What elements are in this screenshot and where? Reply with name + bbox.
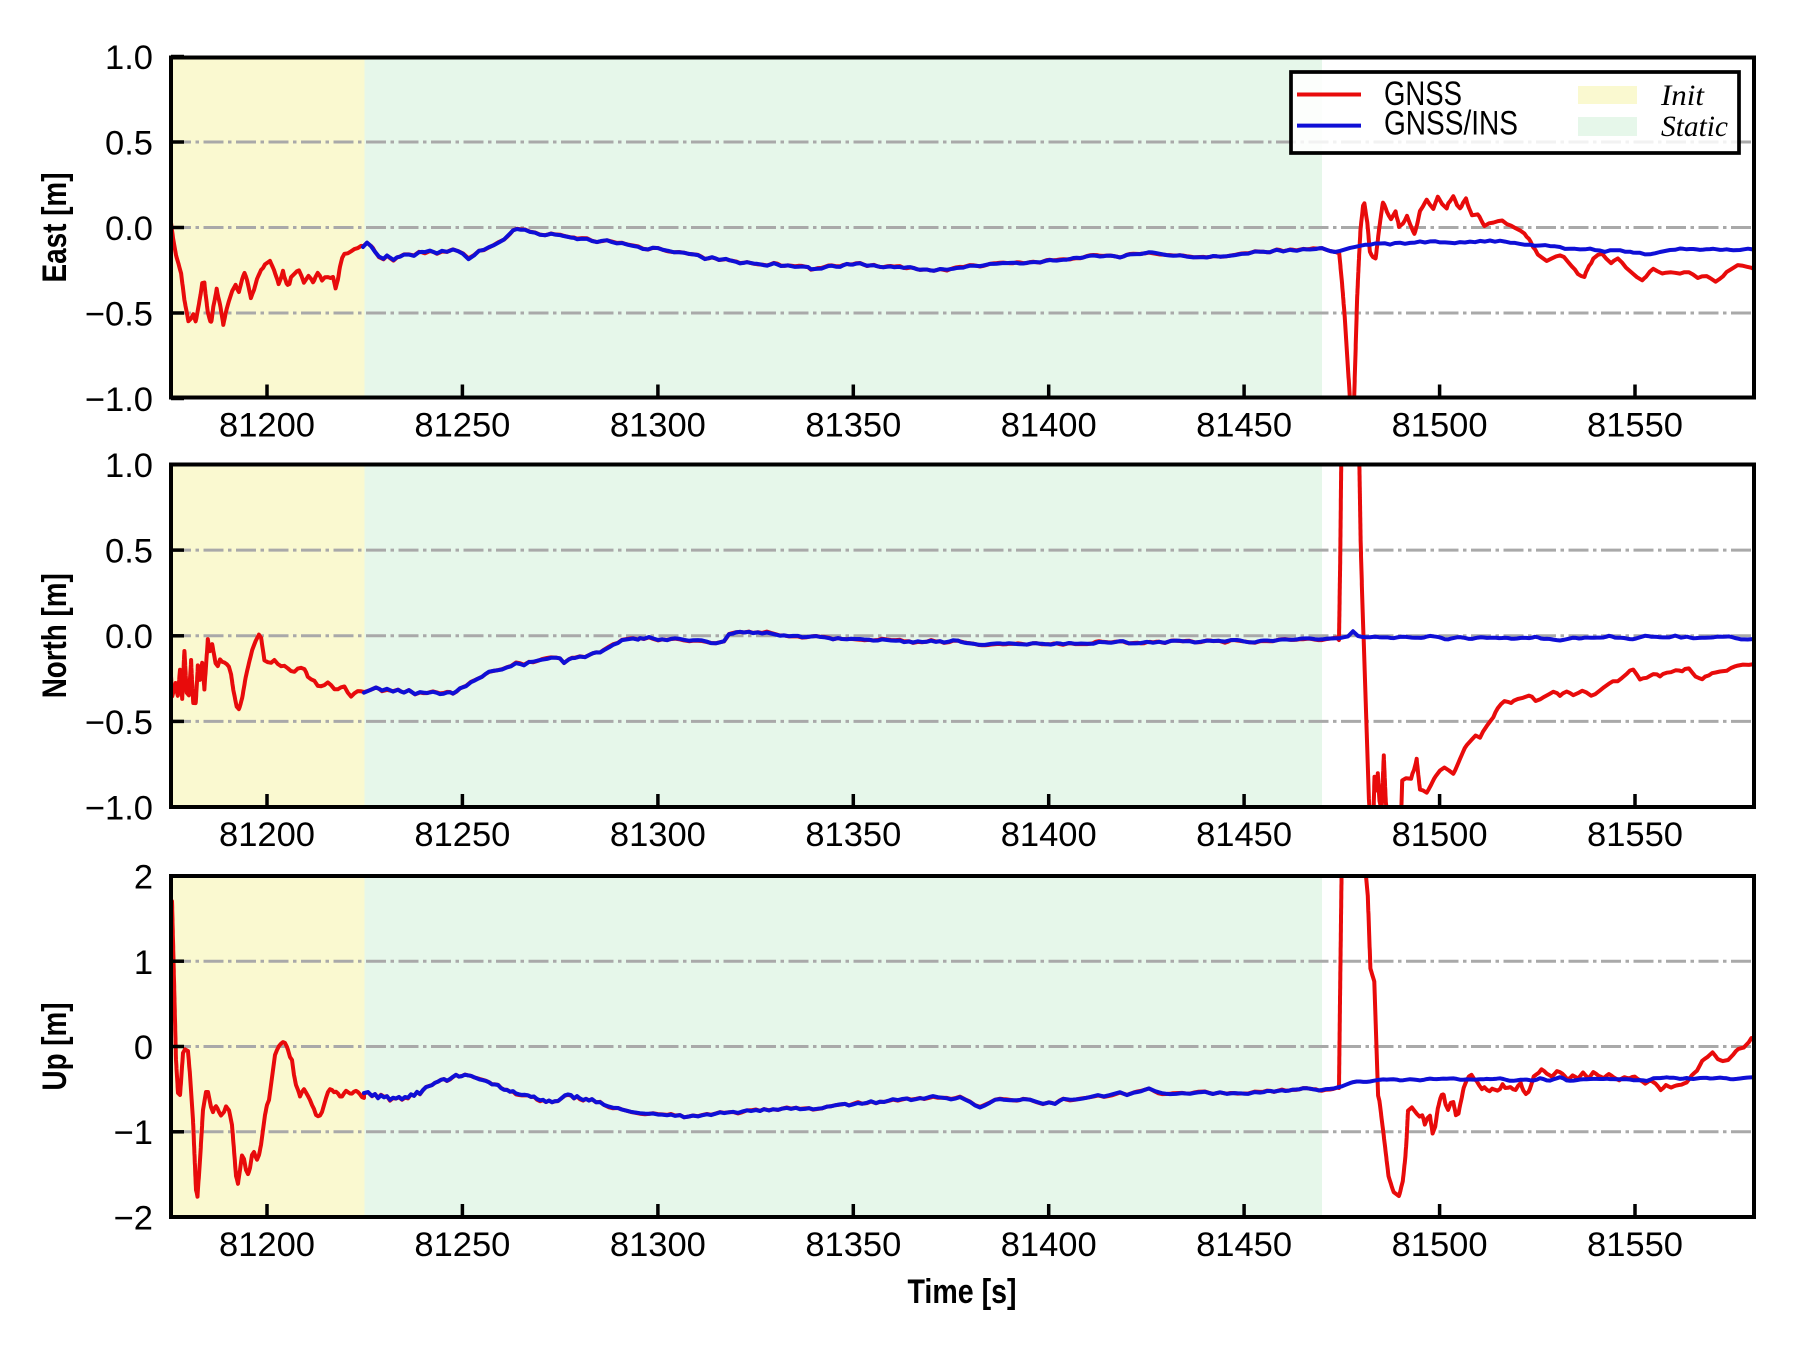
svg-text:81200: 81200 <box>219 1226 315 1264</box>
svg-text:−1.0: −1.0 <box>85 790 153 828</box>
svg-text:81250: 81250 <box>414 816 510 854</box>
svg-text:−0.5: −0.5 <box>85 704 153 742</box>
svg-text:81250: 81250 <box>414 407 510 445</box>
svg-text:1: 1 <box>134 944 153 982</box>
svg-text:81250: 81250 <box>414 1226 510 1264</box>
svg-text:81300: 81300 <box>610 407 706 445</box>
svg-text:0: 0 <box>134 1029 153 1067</box>
svg-text:−0.5: −0.5 <box>85 296 153 334</box>
svg-text:81450: 81450 <box>1196 816 1292 854</box>
svg-text:0.5: 0.5 <box>105 125 153 163</box>
svg-text:81350: 81350 <box>805 816 901 854</box>
svg-text:−1: −1 <box>114 1114 153 1152</box>
svg-text:81500: 81500 <box>1392 816 1488 854</box>
svg-text:Static: Static <box>1661 110 1728 143</box>
svg-text:GNSS/INS: GNSS/INS <box>1384 105 1518 143</box>
svg-text:81350: 81350 <box>805 407 901 445</box>
svg-text:81550: 81550 <box>1587 407 1683 445</box>
svg-text:−1.0: −1.0 <box>85 381 153 419</box>
svg-text:81500: 81500 <box>1392 1226 1488 1264</box>
svg-text:East [m]: East [m] <box>36 173 74 283</box>
svg-text:0.0: 0.0 <box>105 618 153 656</box>
svg-text:81400: 81400 <box>1001 407 1097 445</box>
svg-text:Up [m]: Up [m] <box>36 1003 74 1091</box>
svg-text:North [m]: North [m] <box>36 573 74 698</box>
svg-text:Init: Init <box>1660 79 1705 112</box>
svg-text:0.0: 0.0 <box>105 210 153 248</box>
svg-text:81450: 81450 <box>1196 1226 1292 1264</box>
svg-text:81200: 81200 <box>219 407 315 445</box>
svg-text:81200: 81200 <box>219 816 315 854</box>
svg-text:GNSS: GNSS <box>1384 75 1462 113</box>
svg-text:81400: 81400 <box>1001 816 1097 854</box>
svg-text:81300: 81300 <box>610 1226 706 1264</box>
svg-text:−2: −2 <box>114 1200 153 1238</box>
svg-text:0.5: 0.5 <box>105 533 153 571</box>
svg-text:1.0: 1.0 <box>105 39 153 77</box>
svg-text:81350: 81350 <box>805 1226 901 1264</box>
svg-text:81300: 81300 <box>610 816 706 854</box>
svg-text:81550: 81550 <box>1587 816 1683 854</box>
svg-text:81450: 81450 <box>1196 407 1292 445</box>
svg-text:1.0: 1.0 <box>105 447 153 485</box>
svg-text:Time [s]: Time [s] <box>908 1273 1017 1311</box>
svg-text:81500: 81500 <box>1392 407 1488 445</box>
svg-text:81400: 81400 <box>1001 1226 1097 1264</box>
svg-text:2: 2 <box>134 859 153 897</box>
svg-text:81550: 81550 <box>1587 1226 1683 1264</box>
